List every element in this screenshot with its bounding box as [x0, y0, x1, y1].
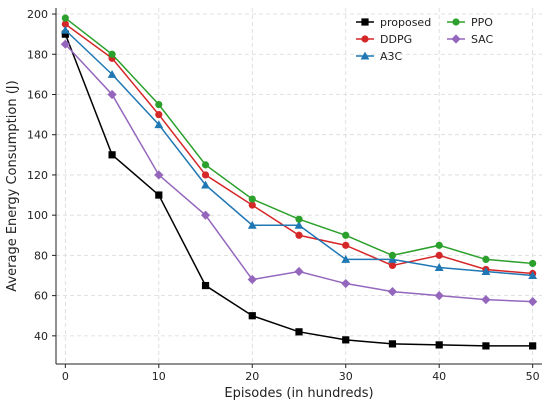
- data-point: [342, 231, 350, 239]
- data-point: [388, 251, 397, 259]
- data-point: [529, 259, 537, 268]
- data-point: [247, 220, 257, 229]
- legend-item-ddpg: DDPG: [356, 33, 412, 46]
- plot-area: [56, 8, 542, 364]
- y-tick-label: 120: [27, 169, 48, 182]
- data-point: [108, 50, 116, 58]
- series-proposed: [61, 30, 537, 350]
- y-tick-label: 60: [34, 290, 48, 303]
- data-point: [61, 20, 69, 28]
- data-point: [107, 69, 117, 78]
- data-point: [155, 191, 163, 199]
- data-point: [388, 340, 397, 348]
- data-point: [154, 120, 164, 129]
- x-tick-label: 30: [339, 370, 353, 383]
- data-point: [435, 241, 443, 249]
- data-point: [341, 278, 351, 289]
- data-point: [387, 286, 398, 297]
- y-axis-title: Average Energy Consumption (J): [5, 80, 20, 291]
- data-point: [434, 263, 444, 271]
- data-point: [247, 274, 257, 285]
- legend-marker: [452, 18, 460, 26]
- data-point: [108, 151, 116, 159]
- series-a3c: [60, 25, 538, 280]
- x-tick-label: 20: [245, 370, 259, 383]
- data-point: [107, 89, 117, 100]
- data-point: [294, 220, 304, 229]
- data-point: [155, 100, 163, 109]
- data-point: [248, 195, 256, 203]
- data-point: [482, 255, 490, 264]
- y-tick-label: 140: [27, 129, 48, 142]
- data-point: [435, 341, 443, 349]
- data-point: [481, 267, 491, 276]
- x-tick-label: 50: [526, 370, 540, 383]
- data-point: [388, 261, 397, 270]
- legend: proposed DDPG A3C PPO SAC: [356, 16, 494, 63]
- series-sac: [60, 39, 538, 307]
- data-point: [61, 30, 69, 38]
- legend-marker: [361, 18, 369, 26]
- data-point: [528, 297, 538, 307]
- x-tick-label: 0: [62, 370, 69, 383]
- data-point: [294, 266, 304, 277]
- data-point: [341, 255, 351, 263]
- y-tick-label: 80: [34, 249, 48, 262]
- y-tick-label: 200: [27, 8, 48, 21]
- series-ppo: [61, 14, 537, 268]
- legend-label: proposed: [380, 16, 431, 29]
- legend-label: A3C: [380, 50, 403, 63]
- data-point: [155, 110, 163, 119]
- data-point: [201, 180, 210, 189]
- y-tick-label: 160: [27, 88, 48, 101]
- data-point: [434, 291, 444, 301]
- data-point: [481, 295, 491, 305]
- legend-item-ppo: PPO: [447, 16, 493, 29]
- data-point: [295, 231, 303, 239]
- data-point: [201, 281, 210, 290]
- data-point: [201, 161, 210, 169]
- legend-marker: [451, 34, 461, 44]
- tick-labels: 0 10 20 30 40 50 40 60 80 100 120 140 160 180 200: [27, 8, 540, 383]
- data-point: [200, 210, 211, 220]
- legend-label: DDPG: [380, 33, 412, 46]
- legend-marker: [360, 51, 370, 60]
- data-point: [295, 215, 303, 223]
- y-tick-label: 40: [34, 330, 48, 343]
- data-point: [248, 312, 256, 320]
- x-tick-label: 10: [152, 370, 166, 383]
- legend-marker: [361, 35, 369, 43]
- axes: [52, 8, 542, 368]
- grid: [56, 8, 542, 364]
- data-point: [342, 241, 350, 249]
- legend-item-proposed: proposed: [356, 16, 431, 29]
- data-point: [529, 342, 537, 350]
- series-group: [60, 14, 538, 350]
- data-point: [154, 170, 164, 180]
- x-axis-title: Episodes (in hundreds): [224, 386, 373, 401]
- series-ddpg: [61, 20, 537, 278]
- y-tick-label: 100: [27, 209, 48, 222]
- y-tick-label: 180: [27, 48, 48, 61]
- data-point: [295, 328, 303, 336]
- data-point: [60, 39, 70, 49]
- data-point: [342, 336, 350, 344]
- data-point: [61, 14, 69, 22]
- x-tick-label: 40: [432, 370, 446, 383]
- data-point: [528, 271, 538, 280]
- data-point: [482, 342, 490, 350]
- legend-label: SAC: [471, 33, 494, 46]
- data-point: [60, 25, 70, 34]
- legend-item-a3c: A3C: [356, 50, 403, 63]
- data-point: [201, 171, 210, 179]
- data-point: [248, 201, 256, 209]
- legend-label: PPO: [471, 16, 493, 29]
- legend-item-sac: SAC: [447, 33, 494, 46]
- data-point: [435, 251, 443, 259]
